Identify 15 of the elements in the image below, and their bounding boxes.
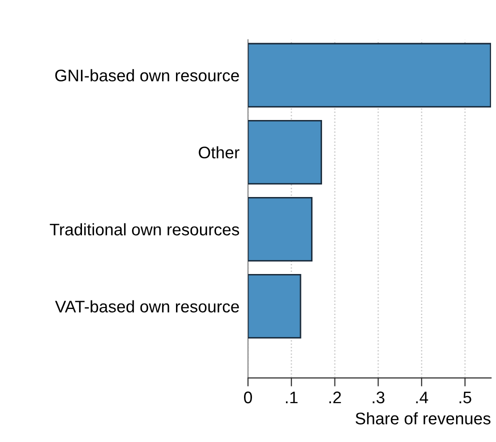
y-tick-label: VAT-based own resource (55, 300, 239, 312)
bar (248, 120, 322, 185)
y-tick-label: Traditional own resources (50, 223, 240, 236)
y-tick-label: GNI-based own resource (55, 69, 239, 82)
bar (248, 274, 302, 339)
x-tick-label: .2 (329, 392, 341, 404)
bar (248, 42, 492, 108)
x-axis-title: Share of revenues (356, 412, 490, 424)
x-tick-label: .1 (286, 392, 298, 404)
y-tick-label: Other (198, 146, 240, 158)
x-tick-label: 0 (244, 392, 252, 404)
x-tick-label: .4 (416, 392, 428, 404)
bar (248, 196, 312, 262)
x-tick-label: .3 (372, 392, 384, 404)
x-tick-label: .5 (460, 392, 472, 404)
